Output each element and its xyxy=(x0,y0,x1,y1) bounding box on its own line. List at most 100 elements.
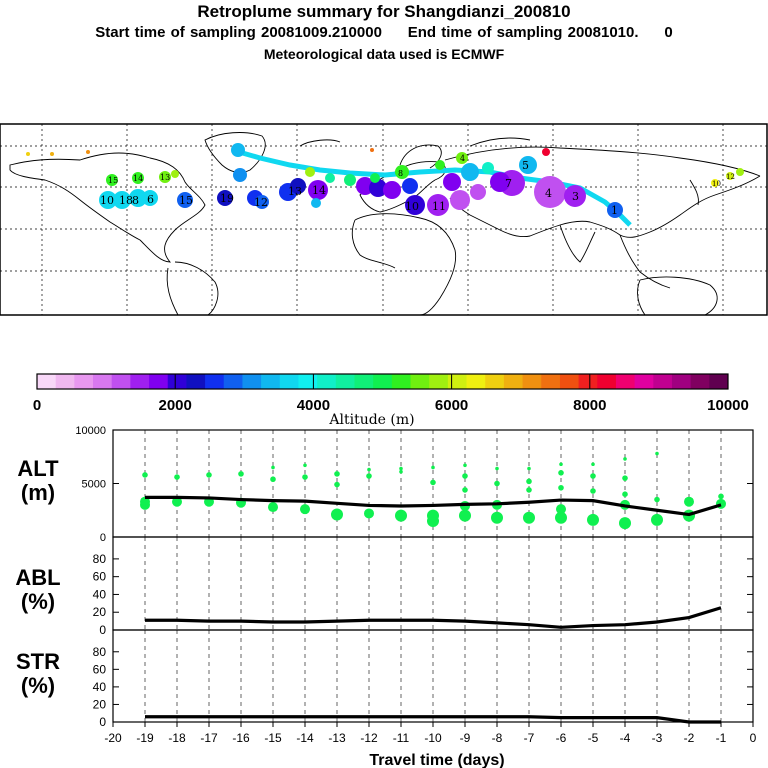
panel-title: ABL xyxy=(15,565,60,590)
svg-text:6: 6 xyxy=(147,193,154,206)
x-axis-label: Travel time (days) xyxy=(369,752,504,768)
colorbar-cell xyxy=(261,374,281,389)
altitude-percentile-point xyxy=(684,496,694,507)
svg-text:11: 11 xyxy=(432,200,446,213)
altitude-percentile-point xyxy=(303,463,307,468)
colorbar-cell xyxy=(354,374,374,389)
altitude-percentile-point xyxy=(622,491,628,498)
altitude-percentile-point xyxy=(270,476,276,483)
altitude-percentile-point xyxy=(334,471,340,477)
svg-text:13: 13 xyxy=(160,173,170,182)
colorbar-tick-label: 8000 xyxy=(573,397,606,414)
colorbar-cell xyxy=(186,374,206,389)
world-map: 10 18 8 6 15 19 12 13 14 10 11 7 4 3 1 5… xyxy=(0,123,768,316)
y-tick-label: 10000 xyxy=(75,425,106,437)
colorbar-cell xyxy=(149,374,169,389)
trajectory-path xyxy=(231,147,632,227)
altitude-percentile-point xyxy=(523,511,535,524)
altitude-percentile-point xyxy=(590,473,596,479)
colorbar-tick-label: 4000 xyxy=(297,397,330,414)
svg-text:15: 15 xyxy=(108,176,118,185)
y-tick-label: 80 xyxy=(93,645,107,659)
x-tick-label: -16 xyxy=(232,731,250,745)
altitude-percentile-point xyxy=(364,508,374,519)
altitude-percentile-point xyxy=(559,462,563,467)
panel-frame xyxy=(112,536,754,631)
panel-frame xyxy=(112,629,754,723)
altitude-percentile-point xyxy=(556,504,566,515)
svg-text:12: 12 xyxy=(726,173,735,181)
colorbar-cell xyxy=(597,374,617,389)
colorbar-tick-label: 0 xyxy=(33,397,41,414)
x-tick-label: -6 xyxy=(556,731,567,745)
svg-text:15: 15 xyxy=(179,194,193,207)
y-tick-label: 60 xyxy=(93,662,107,676)
altitude-percentile-point xyxy=(302,474,308,480)
altitude-percentile-point xyxy=(427,514,439,527)
colorbar-cell xyxy=(578,374,598,389)
met-data-line: Meteorological data used is ECMWF xyxy=(263,46,505,62)
colorbar-cell xyxy=(503,374,524,389)
panel-abl: 0 20 40 60 80 ABL(%) xyxy=(15,536,754,637)
altitude-percentile-point xyxy=(619,517,631,530)
altitude-percentile-point xyxy=(331,508,343,521)
svg-text:18: 18 xyxy=(119,194,133,207)
x-tick-label: -7 xyxy=(524,731,535,745)
colorbar-cell xyxy=(335,374,355,389)
y-tick-label: 20 xyxy=(93,697,107,711)
svg-text:10: 10 xyxy=(405,200,419,213)
x-tick-label: -20 xyxy=(104,731,122,745)
altitude-percentile-point xyxy=(623,457,627,461)
colorbar-cell xyxy=(205,374,225,389)
y-tick-label: 0 xyxy=(100,532,106,544)
x-tick-label: 0 xyxy=(750,731,757,745)
altitude-percentile-point xyxy=(462,487,468,493)
svg-text:3: 3 xyxy=(572,190,579,203)
coastlines xyxy=(9,132,761,316)
colorbar-cell xyxy=(653,374,673,389)
altitude-percentile-point xyxy=(526,487,532,493)
colorbar-cell xyxy=(485,374,505,389)
x-tick-label: -1 xyxy=(716,731,727,745)
altitude-percentile-point xyxy=(590,488,596,494)
x-tick-label: -18 xyxy=(168,731,186,745)
series-line-alt xyxy=(145,495,722,517)
colorbar-cell xyxy=(634,374,654,389)
colorbar-cell xyxy=(242,374,262,389)
altitude-percentile-point xyxy=(430,479,436,486)
colorbar-cell xyxy=(74,374,94,389)
x-tick-label: -2 xyxy=(684,731,695,745)
colorbar-cell xyxy=(429,374,449,389)
colorbar-cell xyxy=(93,374,113,389)
altitude-percentile-point xyxy=(271,465,275,470)
colorbar-cell xyxy=(37,374,57,389)
altitude-percentile-point xyxy=(142,472,148,478)
sampling-times: Start time of sampling 20081009.210000 E… xyxy=(95,24,673,41)
altitude-percentile-point xyxy=(399,466,403,471)
svg-text:1: 1 xyxy=(611,204,618,217)
altitude-percentile-point xyxy=(395,509,407,522)
altitude-percentile-point xyxy=(591,462,595,467)
svg-text:10: 10 xyxy=(100,194,114,207)
plume-labels: 10 18 8 6 15 19 12 13 14 10 11 7 4 3 1 5… xyxy=(100,154,735,217)
chart-title: Retroplume summary for Shangdianzi_20081… xyxy=(197,2,571,21)
map-graticule xyxy=(0,124,767,315)
altitude-percentile-point xyxy=(206,472,212,478)
panel-title: STR xyxy=(16,649,60,674)
altitude-percentile-point xyxy=(655,451,659,456)
colorbar-ticks: 0 2000 4000 6000 8000 10000 xyxy=(33,374,749,414)
series-line-abl xyxy=(145,606,722,629)
colorbar-tick-label: 10000 xyxy=(707,397,749,414)
x-tick-label: -14 xyxy=(296,731,314,745)
colorbar-cell xyxy=(298,374,318,389)
altitude-percentile-point xyxy=(491,511,503,524)
y-tick-label: 40 xyxy=(93,587,107,601)
svg-text:14: 14 xyxy=(133,174,143,183)
colorbar-cell xyxy=(130,374,150,389)
svg-text:10: 10 xyxy=(712,180,721,188)
x-tick-label: -9 xyxy=(460,731,471,745)
y-tick-label: 80 xyxy=(93,552,107,566)
altitude-percentile-point xyxy=(238,471,244,477)
